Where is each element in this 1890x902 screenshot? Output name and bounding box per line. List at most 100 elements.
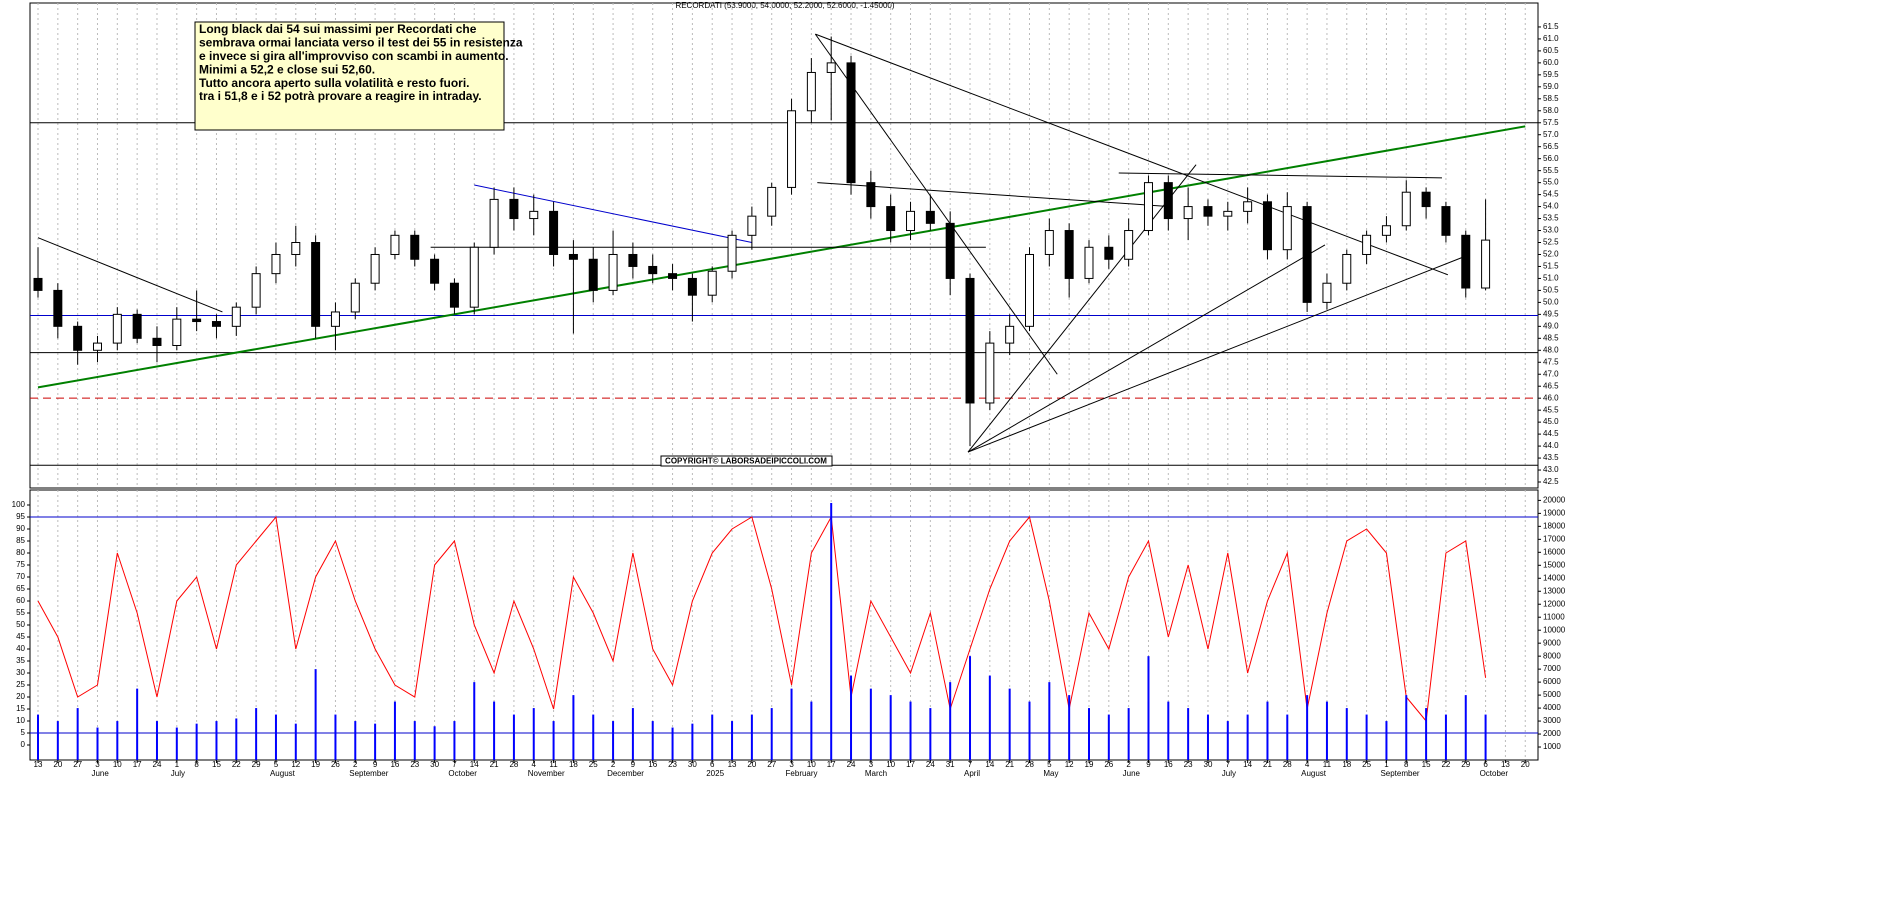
y-tick-label: 25 bbox=[16, 680, 25, 689]
price-panel bbox=[29, 2, 1539, 489]
candle-body bbox=[410, 234, 420, 260]
candle-body bbox=[985, 342, 995, 404]
candle-body bbox=[271, 253, 281, 275]
y-tick-label: 95 bbox=[16, 512, 25, 521]
copyright-box bbox=[660, 455, 833, 467]
candle-body bbox=[211, 321, 221, 327]
y-tick-label: 90 bbox=[16, 524, 25, 533]
x-tick-label: 10 bbox=[886, 760, 895, 769]
y-tick-label: 51.5 bbox=[1543, 262, 1559, 271]
y2-tick-label: 10000 bbox=[1543, 625, 1566, 634]
y-tick-label: 50.0 bbox=[1543, 297, 1559, 306]
y-tick-label: 75 bbox=[16, 560, 25, 569]
month-label: July bbox=[171, 769, 185, 778]
candle-body bbox=[1421, 191, 1431, 208]
y2-tick-label: 11000 bbox=[1543, 612, 1565, 621]
x-tick-label: 4 bbox=[532, 760, 537, 769]
candle-body bbox=[330, 311, 340, 327]
x-tick-label: 30 bbox=[1204, 760, 1213, 769]
y-tick-label: 50.5 bbox=[1543, 286, 1559, 295]
month-label: December bbox=[607, 769, 644, 778]
candle-body bbox=[132, 313, 142, 339]
candle-body bbox=[1302, 206, 1312, 303]
candle-body bbox=[1104, 246, 1114, 260]
y-tick-label: 46.0 bbox=[1543, 393, 1559, 402]
y-tick-label: 42.5 bbox=[1543, 477, 1559, 486]
candle-body bbox=[192, 318, 202, 323]
y-tick-label: 44.0 bbox=[1543, 441, 1559, 450]
trend-line bbox=[967, 164, 1197, 453]
x-tick-label: 2 bbox=[611, 760, 616, 769]
y2-tick-label: 7000 bbox=[1543, 664, 1561, 673]
y-tick-label: 50 bbox=[16, 620, 25, 629]
candle-body bbox=[1243, 201, 1253, 212]
candle-body bbox=[707, 270, 717, 296]
month-label: June bbox=[1123, 769, 1141, 778]
candle-body bbox=[747, 215, 757, 236]
y2-tick-label: 14000 bbox=[1543, 573, 1566, 582]
candle-body bbox=[1143, 182, 1153, 232]
y2-tick-label: 8000 bbox=[1543, 651, 1561, 660]
x-tick-label: 12 bbox=[1065, 760, 1074, 769]
y-tick-label: 15 bbox=[16, 704, 25, 713]
x-tick-label: 13 bbox=[1501, 760, 1510, 769]
candle-body bbox=[608, 253, 618, 291]
x-tick-label: 24 bbox=[847, 760, 856, 769]
candle-body bbox=[1044, 230, 1054, 255]
y-tick-label: 0 bbox=[21, 740, 26, 749]
candle-body bbox=[1223, 210, 1233, 217]
candle-body bbox=[33, 277, 43, 291]
x-tick-label: 20 bbox=[53, 760, 62, 769]
candle-body bbox=[1342, 253, 1352, 284]
y-tick-label: 35 bbox=[16, 656, 25, 665]
y-tick-label: 48.5 bbox=[1543, 333, 1559, 342]
candle-body bbox=[588, 258, 598, 291]
y-tick-label: 61.0 bbox=[1543, 34, 1559, 43]
x-tick-label: 3 bbox=[789, 760, 794, 769]
x-tick-label: 20 bbox=[1521, 760, 1530, 769]
y-tick-label: 43.5 bbox=[1543, 453, 1559, 462]
x-tick-label: 1 bbox=[1384, 760, 1389, 769]
candle-body bbox=[628, 253, 638, 267]
trend-line bbox=[967, 244, 1326, 453]
x-tick-label: 28 bbox=[1283, 760, 1292, 769]
annotation-text: e invece si gira all'improvviso con scam… bbox=[199, 49, 509, 63]
x-tick-label: 17 bbox=[906, 760, 915, 769]
candle-body bbox=[648, 265, 658, 275]
y2-tick-label: 20000 bbox=[1543, 495, 1566, 504]
candle-body bbox=[787, 110, 797, 188]
x-tick-label: 11 bbox=[549, 760, 558, 769]
y-tick-label: 5 bbox=[21, 728, 26, 737]
candle-body bbox=[529, 210, 539, 220]
candle-body bbox=[1203, 206, 1213, 217]
trend-line bbox=[967, 254, 1470, 453]
candle-body bbox=[390, 234, 400, 255]
x-tick-label: 22 bbox=[1441, 760, 1450, 769]
candle-body bbox=[172, 318, 182, 346]
month-label: October bbox=[448, 769, 477, 778]
y-tick-label: 47.5 bbox=[1543, 357, 1559, 366]
candle-body bbox=[846, 62, 856, 184]
candle-body bbox=[1481, 239, 1491, 289]
month-label: March bbox=[865, 769, 887, 778]
month-label: April bbox=[964, 769, 980, 778]
x-tick-label: 21 bbox=[1263, 760, 1272, 769]
x-tick-label: 6 bbox=[710, 760, 715, 769]
y2-tick-label: 19000 bbox=[1543, 508, 1566, 517]
candle-body bbox=[886, 206, 896, 232]
x-tick-label: 19 bbox=[311, 760, 320, 769]
candle-body bbox=[73, 325, 83, 351]
x-tick-label: 30 bbox=[688, 760, 697, 769]
candle-body bbox=[53, 289, 63, 327]
y-tick-label: 52.0 bbox=[1543, 250, 1559, 259]
y2-tick-label: 13000 bbox=[1543, 586, 1566, 595]
x-tick-label: 25 bbox=[1362, 760, 1371, 769]
y2-tick-label: 2000 bbox=[1543, 729, 1561, 738]
x-tick-label: 15 bbox=[1422, 760, 1431, 769]
candle-body bbox=[687, 277, 697, 296]
y-tick-label: 58.5 bbox=[1543, 94, 1559, 103]
month-label: May bbox=[1043, 769, 1058, 778]
y2-tick-label: 6000 bbox=[1543, 677, 1561, 686]
candle-body bbox=[767, 186, 777, 217]
month-label: February bbox=[786, 769, 818, 778]
